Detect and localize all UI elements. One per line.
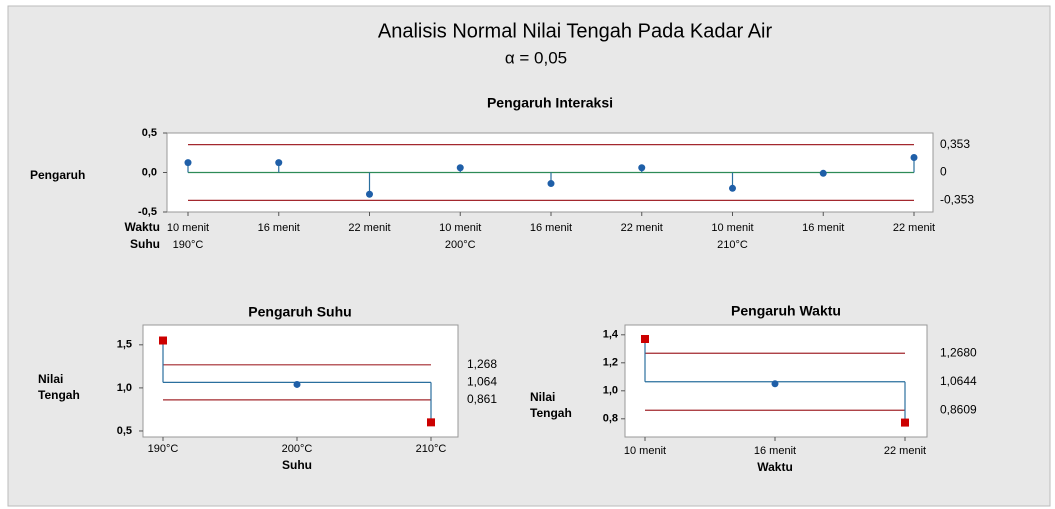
y-tick-label: 0,0 bbox=[142, 166, 157, 178]
group-label: 200°C bbox=[445, 239, 476, 251]
y-tick-label: 1,0 bbox=[603, 385, 618, 397]
x-tick-label: 10 menit bbox=[711, 222, 753, 234]
chart-title: Pengaruh Waktu bbox=[731, 303, 841, 319]
x-tick-label: 190°C bbox=[148, 443, 179, 455]
point bbox=[366, 190, 373, 198]
point bbox=[159, 336, 167, 345]
point bbox=[547, 180, 555, 188]
x-tick-label: 10 menit bbox=[439, 222, 481, 234]
x-tick-label: 16 menit bbox=[258, 222, 300, 234]
y-axis-label: Nilai Tengah bbox=[38, 372, 80, 402]
center-label: 1,064 bbox=[467, 375, 497, 389]
x-tick-label: 16 menit bbox=[802, 222, 844, 234]
point bbox=[184, 159, 192, 167]
x-tick-label: 10 menit bbox=[624, 445, 666, 457]
x-tick-label: 10 menit bbox=[167, 222, 209, 234]
y-tick-label: 0,8 bbox=[603, 413, 618, 425]
point bbox=[293, 380, 301, 388]
group-label: 190°C bbox=[173, 239, 204, 251]
point bbox=[771, 380, 779, 388]
limit-label: 0,861 bbox=[467, 392, 497, 406]
plot-area bbox=[142, 324, 459, 438]
chart-title: Pengaruh Interaksi bbox=[487, 95, 613, 111]
point bbox=[910, 153, 918, 161]
point bbox=[901, 418, 909, 427]
y-tick-label: -0,5 bbox=[138, 206, 157, 218]
y-axis-label: Nilai Tengah bbox=[530, 390, 572, 420]
limit-label: 0,8609 bbox=[940, 402, 977, 416]
center-label: 0 bbox=[940, 165, 947, 179]
page-subtitle: α = 0,05 bbox=[505, 48, 567, 67]
x-tick-label: 16 menit bbox=[530, 222, 572, 234]
y-tick-label: 1,2 bbox=[603, 357, 618, 369]
y-axis-label: Pengaruh bbox=[30, 168, 85, 182]
x-tick-label: 22 menit bbox=[621, 222, 663, 234]
x-axis-label: Suhu bbox=[282, 458, 312, 472]
y-tick-label: 1,4 bbox=[603, 329, 619, 341]
y-tick-label: 1,5 bbox=[117, 339, 132, 351]
group-label: 210°C bbox=[717, 239, 748, 251]
y-tick-label: 0,5 bbox=[142, 127, 157, 139]
limit-label: -0,353 bbox=[940, 193, 974, 207]
point bbox=[456, 164, 464, 172]
x-tick-label: 22 menit bbox=[348, 222, 390, 234]
limit-label: 0,353 bbox=[940, 137, 970, 151]
limit-label: 1,268 bbox=[467, 357, 497, 371]
x-tick-label: 210°C bbox=[416, 443, 447, 455]
y-tick-label: 0,5 bbox=[117, 425, 132, 437]
chart-title: Pengaruh Suhu bbox=[248, 304, 351, 320]
page-title: Analisis Normal Nilai Tengah Pada Kadar … bbox=[378, 20, 773, 42]
point bbox=[819, 169, 827, 177]
point bbox=[641, 335, 649, 343]
y-tick-label: 1,0 bbox=[117, 382, 132, 394]
point bbox=[638, 164, 646, 172]
limit-label: 1,2680 bbox=[940, 345, 977, 359]
point bbox=[729, 184, 736, 192]
x-tick-label: 16 menit bbox=[754, 445, 796, 457]
x-tick-label: 22 menit bbox=[884, 445, 926, 457]
x-tick-label: 200°C bbox=[282, 443, 313, 455]
x-row-label: Waktu bbox=[124, 220, 160, 234]
center-label: 1,0644 bbox=[940, 374, 977, 388]
x-tick-label: 22 menit bbox=[893, 222, 935, 234]
x-axis-label: Waktu bbox=[757, 460, 793, 474]
point bbox=[427, 418, 435, 427]
point bbox=[275, 159, 283, 167]
x-row-label: Suhu bbox=[130, 237, 160, 251]
